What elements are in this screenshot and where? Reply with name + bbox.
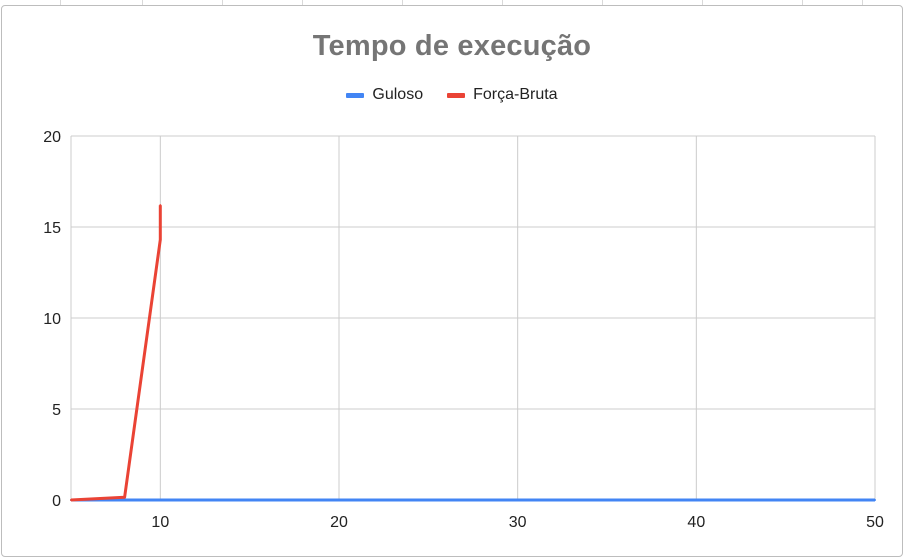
- x-tick-label: 30: [509, 514, 527, 531]
- data-point-guloso: [124, 499, 126, 501]
- y-tick-label: 5: [52, 402, 61, 419]
- x-tick-label: 20: [330, 514, 348, 531]
- x-tick-label: 10: [151, 514, 169, 531]
- data-point-forca-bruta: [159, 239, 161, 241]
- x-tick-label: 40: [687, 514, 705, 531]
- data-point-guloso: [159, 499, 161, 501]
- y-tick-label: 10: [43, 311, 61, 328]
- data-point-forca-bruta: [159, 204, 161, 206]
- data-point-guloso: [874, 499, 876, 501]
- tick-labels: 0 5 10 15 20 10 20 30 40 50: [43, 129, 884, 531]
- y-tick-label: 20: [43, 129, 61, 146]
- y-tick-label: 15: [43, 220, 61, 237]
- gridlines: [71, 136, 875, 500]
- series-line-forca-bruta[interactable]: [71, 205, 160, 500]
- x-tick-label: 50: [866, 514, 884, 531]
- y-tick-label: 0: [52, 493, 61, 510]
- series-lines: [70, 204, 876, 501]
- data-point-forca-bruta: [70, 499, 72, 501]
- data-point-forca-bruta: [124, 496, 126, 498]
